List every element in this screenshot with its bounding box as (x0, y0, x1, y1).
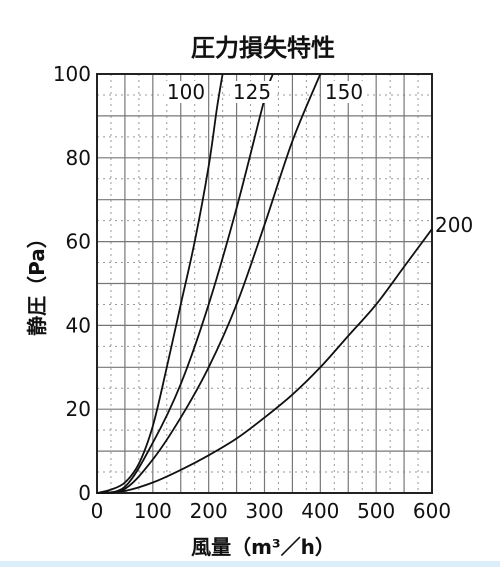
x-tick-label: 300 (245, 499, 283, 523)
series-labels: 100 125 150 200 (164, 80, 477, 237)
y-tick-label: 100 (53, 62, 91, 86)
x-tick-label: 200 (190, 499, 228, 523)
plot-border (96, 73, 433, 494)
y-tick-labels: 0 20 40 60 80 100 (53, 62, 91, 505)
major-grid (97, 74, 432, 493)
series-label-bg (322, 81, 366, 103)
x-tick-label: 500 (357, 499, 395, 523)
y-tick-label: 60 (66, 230, 91, 254)
series-label-150: 150 (325, 80, 363, 104)
x-tick-label: 0 (91, 499, 104, 523)
y-tick-label: 40 (66, 313, 91, 337)
series-label-bg (230, 81, 274, 103)
x-tick-label: 100 (134, 499, 172, 523)
y-tick-label: 20 (66, 397, 91, 421)
x-tick-label: 400 (301, 499, 339, 523)
y-tick-label: 0 (78, 481, 91, 505)
y-tick-label: 80 (66, 146, 91, 170)
series-label-bg (433, 214, 477, 236)
series-line-150 (96, 73, 322, 494)
series-label-100: 100 (167, 80, 205, 104)
series-label-200: 200 (435, 213, 473, 237)
bottom-strip (0, 561, 500, 567)
series-line-125 (96, 73, 274, 494)
chart-title: 圧力損失特性 (191, 34, 335, 62)
series-label-bg (164, 81, 208, 103)
x-tick-label: 600 (413, 499, 451, 523)
x-tick-labels: 0 100 200 300 400 500 600 (91, 499, 451, 523)
plot-frame (96, 73, 433, 494)
series-label-125: 125 (233, 80, 271, 104)
series-line-100 (96, 73, 224, 494)
y-axis-title: 静圧（Pa） (25, 228, 49, 336)
series-line-200 (96, 228, 433, 494)
x-axis-title: 風量（m³／h） (191, 535, 335, 559)
series-lines (96, 73, 433, 494)
